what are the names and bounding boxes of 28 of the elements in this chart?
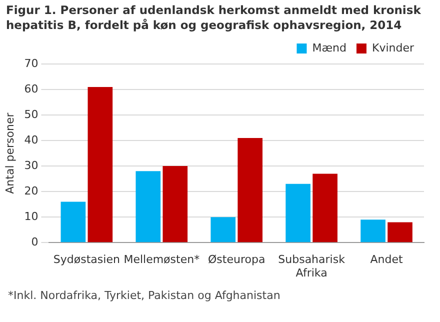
y-tick-label: 70: [24, 56, 38, 70]
y-tick-label: 20: [24, 184, 38, 198]
text: *Inkl. Nordafrika, Tyrkiet, Pakistan og Afghanistan: [7, 288, 282, 302]
x-tick-label: Sydøstasien: [53, 253, 120, 266]
y-tick-label: 10: [24, 210, 38, 223]
legend-label: Kvinder: [372, 41, 414, 54]
y-tick-label: 30: [24, 158, 38, 172]
y-tick-label: 40: [24, 133, 38, 146]
y-tick-label: 50: [24, 108, 38, 121]
x-tick-label: Andet: [370, 253, 404, 266]
x-tick-label: Østeuropa: [208, 253, 266, 266]
bar: [360, 220, 386, 242]
legend-label: Mænd: [312, 41, 346, 54]
bar: [60, 202, 86, 242]
bar: [162, 166, 188, 242]
bar: [136, 171, 161, 242]
bar: [88, 86, 113, 242]
x-tick-label: Subsaharisk Afrika: [278, 253, 346, 280]
y-tick-label: 60: [24, 82, 38, 96]
x-tick-label: Mellemøsten*: [124, 253, 200, 266]
y-axis-title: Antal personer: [3, 112, 16, 194]
chart-title: Figur 1. Personer af udenlandsk herkomst anmeldt med kronisk hepatitis B, fordelt på køn og geografisk ophavsregion, 2014: [5, 2, 422, 33]
bar: [312, 174, 338, 242]
bar: [388, 222, 412, 242]
bar: [286, 184, 310, 242]
bar: [238, 138, 263, 242]
y-tick-label: 0: [31, 235, 38, 248]
bar: [210, 217, 236, 242]
